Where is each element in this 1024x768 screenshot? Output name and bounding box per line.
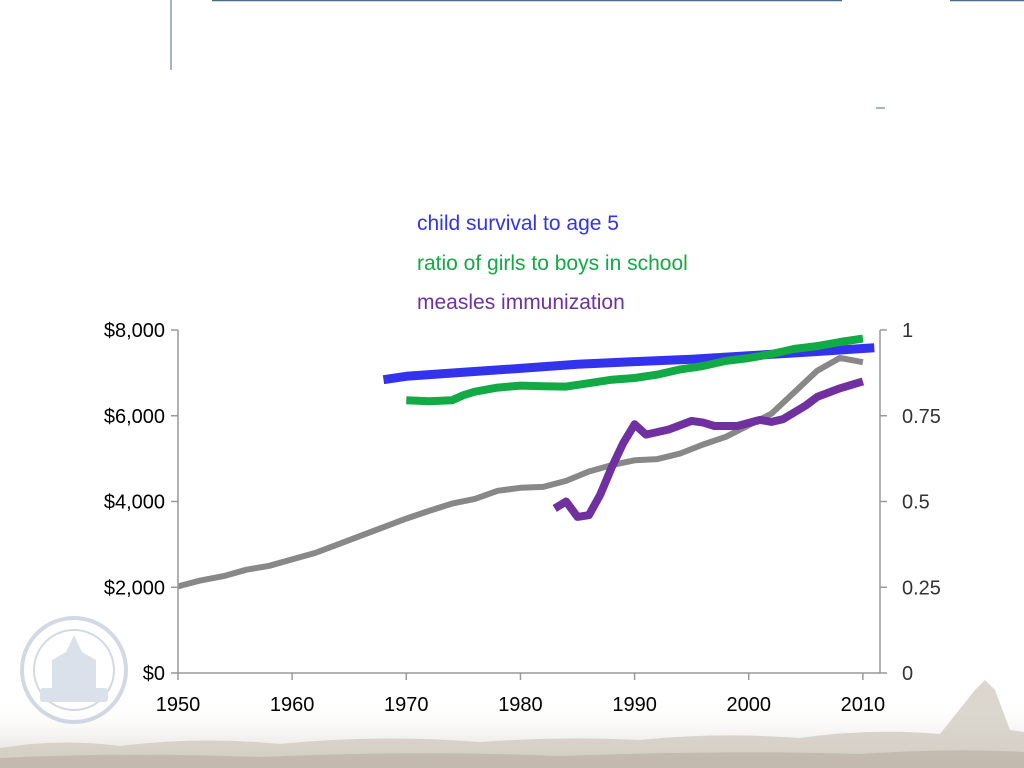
x-tick-label: 1970 xyxy=(384,694,429,716)
x-tick-label: 2000 xyxy=(726,694,771,716)
right-tick-label: 0 xyxy=(902,663,913,685)
right-tick-label: 0.5 xyxy=(902,492,930,514)
plot-lines xyxy=(177,334,875,590)
x-tick-label: 1980 xyxy=(498,694,543,716)
x-tick-label: 2010 xyxy=(841,694,886,716)
series-line-gdp xyxy=(177,354,864,590)
series-line-girls-boys-ratio xyxy=(406,334,864,406)
legend-entry: child survival to age 5 xyxy=(417,212,619,235)
slide-frame xyxy=(170,0,1024,109)
chart-axes: $0 $2,000 $4,000 $6,000 $8,000 0 0.25 0.5 0.75 1 1… xyxy=(104,320,941,716)
legend-entry: measles immunization xyxy=(417,291,625,314)
left-tick-label: $2,000 xyxy=(104,577,165,599)
series-line-measles xyxy=(552,377,865,521)
right-tick-label: 1 xyxy=(902,320,913,342)
skyline-photo-strip xyxy=(0,680,1024,768)
left-tick-label: $8,000 xyxy=(104,320,165,342)
left-tick-label: $0 xyxy=(143,663,165,685)
x-tick-label: 1990 xyxy=(612,694,657,716)
line-chart: $0 $2,000 $4,000 $6,000 $8,000 0 0.25 0.5 0.75 1 1… xyxy=(104,212,941,716)
left-tick-label: $4,000 xyxy=(104,492,165,514)
right-tick-label: 0.75 xyxy=(902,406,941,428)
x-tick-label: 1950 xyxy=(156,694,201,716)
left-tick-label: $6,000 xyxy=(104,406,165,428)
legend-entry: ratio of girls to boys in school xyxy=(417,252,688,275)
city-seal-icon xyxy=(20,616,128,724)
right-tick-label: 0.25 xyxy=(902,577,941,599)
chart-legend: child survival to age 5 ratio of girls to… xyxy=(417,212,688,314)
x-tick-label: 1960 xyxy=(270,694,315,716)
